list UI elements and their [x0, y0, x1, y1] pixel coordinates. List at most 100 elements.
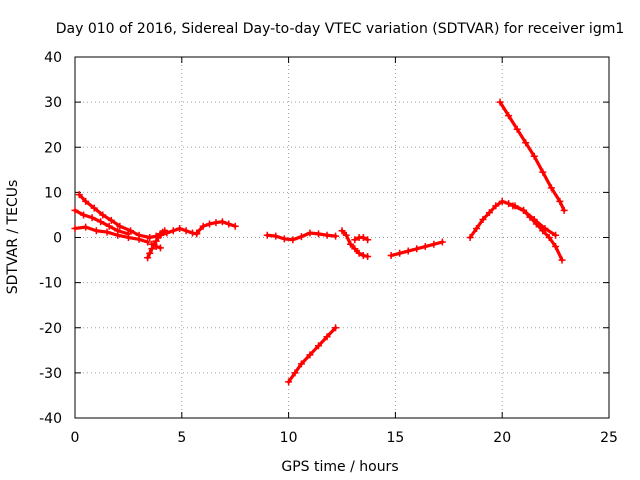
y-axis-label: SDTVAR / TECUs [5, 180, 21, 295]
data-point-marker [291, 369, 299, 377]
series-arc-10 [351, 234, 372, 244]
y-tick-label: 40 [44, 50, 62, 66]
data-point-marker [530, 215, 538, 223]
x-tick-label: 20 [493, 430, 511, 446]
data-point-marker [218, 218, 226, 226]
y-tick-label: 0 [53, 231, 62, 247]
series-segment [521, 208, 536, 222]
data-point-marker [105, 222, 113, 230]
data-point-marker [71, 206, 79, 214]
data-point-marker [505, 112, 513, 120]
series-arc-15 [509, 202, 560, 239]
data-point-marker [479, 215, 487, 223]
series-segment [287, 371, 297, 384]
data-point-marker [539, 168, 547, 176]
data-point-marker [485, 209, 493, 217]
data-point-marker [505, 200, 513, 208]
series-segment [468, 226, 479, 240]
series-arc-2 [71, 206, 132, 238]
data-point-marker [114, 227, 122, 235]
series-segment [511, 204, 526, 213]
data-point-marker [552, 231, 560, 239]
series-arc-12 [285, 324, 340, 386]
data-point-marker [430, 240, 438, 248]
data-point-marker [347, 240, 355, 248]
data-point-marker [351, 245, 359, 253]
data-point-marker [547, 184, 555, 192]
data-point-marker [169, 227, 177, 235]
x-tick-label: 10 [280, 430, 298, 446]
data-point-marker [212, 219, 220, 227]
data-point-marker [359, 252, 367, 260]
data-point-marker [560, 206, 568, 214]
series-arc-5 [148, 240, 164, 252]
series-segment [308, 344, 321, 357]
data-point-marker [473, 224, 481, 232]
data-point-marker [99, 211, 107, 219]
series-arc-8 [263, 229, 340, 244]
series-segment [128, 229, 141, 237]
data-point-marker [355, 249, 363, 257]
x-tick-label: 5 [177, 430, 186, 446]
data-point-marker [297, 360, 305, 368]
x-axis-label: GPS time / hours [281, 459, 398, 475]
data-point-marker [545, 234, 553, 241]
y-tick-label: 30 [44, 95, 62, 111]
data-point-marker [315, 230, 323, 238]
data-point-marker [351, 236, 359, 244]
y-tick-label: 10 [44, 185, 62, 201]
data-point-marker [152, 243, 160, 251]
data-point-marker [148, 240, 156, 248]
data-point-marker [156, 231, 164, 239]
series-segment [325, 326, 338, 339]
series-segment [293, 362, 304, 375]
series-segment [299, 353, 312, 366]
series-segment [73, 208, 86, 217]
series-segment [524, 141, 536, 158]
data-point-marker [75, 191, 83, 199]
data-point-marker [156, 244, 164, 252]
series-segment [498, 100, 511, 118]
series-arc-7 [193, 218, 239, 237]
data-point-marker [323, 231, 331, 239]
series-segment [553, 244, 564, 262]
series-segment [99, 220, 111, 228]
data-point-marker [342, 231, 350, 239]
series-arc-9 [338, 227, 372, 260]
data-point-marker [520, 206, 528, 214]
data-point-marker [364, 252, 372, 260]
data-point-marker [103, 228, 111, 236]
data-point-marker [338, 227, 346, 235]
data-point-marker [552, 243, 560, 251]
series-segment [547, 235, 558, 249]
data-point-marker [92, 227, 100, 235]
data-point-marker [146, 249, 154, 257]
series-segment [543, 226, 558, 237]
axis-ticks [74, 56, 610, 419]
data-points [71, 98, 568, 386]
data-point-marker [332, 232, 340, 240]
data-point-marker [176, 224, 184, 232]
data-point-marker [359, 234, 367, 241]
data-point-marker [522, 139, 530, 147]
data-point-marker [199, 222, 207, 230]
data-point-marker [466, 234, 474, 241]
data-point-marker [404, 247, 412, 255]
data-point-marker [193, 229, 201, 237]
x-tick-label: 15 [386, 430, 404, 446]
data-point-marker [71, 224, 79, 232]
data-point-marker [82, 223, 90, 231]
data-point-marker [438, 238, 446, 246]
data-point-marker [306, 351, 314, 359]
data-point-marker [541, 224, 549, 232]
data-point-marker [496, 98, 504, 106]
data-point-marker [387, 252, 395, 260]
data-point-marker [413, 245, 421, 253]
data-point-marker [225, 220, 233, 228]
data-point-marker [289, 236, 297, 244]
series-segment [109, 218, 122, 228]
data-point-marker [90, 204, 98, 212]
data-point-marker [80, 211, 88, 219]
data-point-marker [135, 231, 143, 239]
